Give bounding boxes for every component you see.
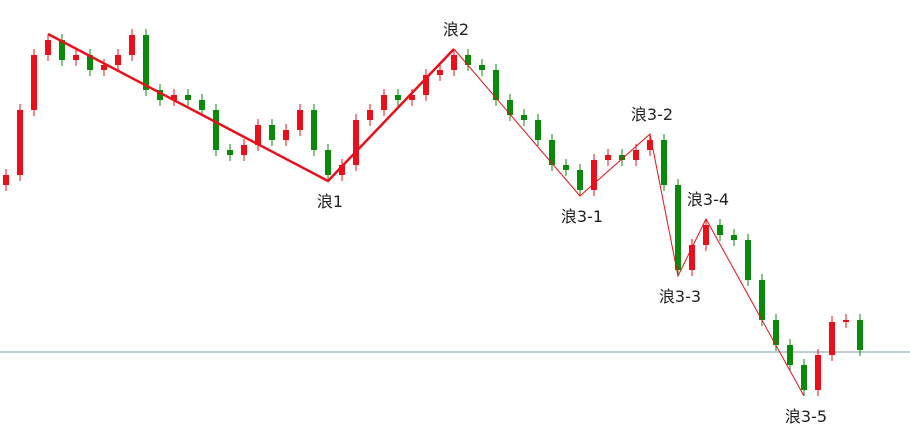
candle-body: [745, 240, 751, 280]
wave-label: 浪3-1: [561, 207, 603, 226]
candle-body: [129, 35, 135, 55]
candle-body: [549, 140, 555, 165]
candle-body: [395, 95, 401, 100]
candle-body: [507, 100, 513, 115]
candle-body: [199, 100, 205, 110]
candle-body: [17, 110, 23, 175]
candle-body: [73, 55, 79, 60]
wave-label: 浪3-4: [687, 190, 729, 209]
candle-body: [339, 165, 345, 175]
candle-body: [521, 115, 527, 120]
candle-body: [437, 70, 443, 75]
candle-body: [59, 40, 65, 60]
candle-body: [255, 125, 261, 145]
candle-body: [703, 225, 709, 245]
candle-body: [227, 150, 233, 155]
wave-label: 浪2: [443, 20, 469, 39]
candle-body: [143, 35, 149, 90]
candle-body: [647, 140, 653, 150]
wave-line: [47, 32, 455, 183]
candle-body: [787, 345, 793, 365]
wave-label: 浪3-5: [785, 407, 827, 426]
wave-label: 浪3-3: [659, 287, 701, 306]
candle-body: [381, 95, 387, 110]
candle-body: [675, 185, 681, 270]
candle-body: [185, 95, 191, 100]
candle-body: [605, 155, 611, 160]
candle-body: [801, 365, 807, 390]
candle-body: [661, 140, 667, 185]
candle-body: [773, 320, 779, 345]
candle-body: [857, 320, 863, 350]
candle-body: [717, 225, 723, 235]
candle-body: [213, 110, 219, 150]
candle-body: [619, 155, 625, 160]
candle-body: [633, 150, 639, 160]
candle-body: [451, 55, 457, 70]
candle-body: [269, 125, 275, 140]
candle-body: [87, 55, 93, 70]
wave-line: [453, 48, 805, 397]
candle-body: [325, 150, 331, 175]
wave-label: 浪3-2: [631, 105, 673, 124]
candle-body: [479, 65, 485, 70]
candle-body: [115, 55, 121, 65]
candle-body: [843, 320, 849, 322]
candle-body: [101, 65, 107, 70]
wave-label: 浪1: [317, 192, 343, 211]
candle-body: [311, 110, 317, 150]
candle-body: [283, 130, 289, 140]
candle-body: [829, 322, 835, 355]
candle-body: [759, 280, 765, 320]
candle-body: [45, 40, 51, 55]
candle-body: [591, 160, 597, 190]
candle-body: [353, 120, 359, 165]
candle-body: [157, 90, 163, 100]
candle-body: [563, 165, 569, 170]
candle-body: [3, 175, 9, 185]
candle-body: [465, 55, 471, 65]
candle-body: [31, 55, 37, 110]
candle-body: [241, 145, 247, 155]
candle-body: [297, 110, 303, 130]
candle-body: [493, 70, 499, 100]
candle-body: [577, 170, 583, 190]
candle-body: [409, 95, 415, 100]
candle-body: [367, 110, 373, 120]
candle-body: [423, 75, 429, 95]
candle-body: [535, 120, 541, 140]
candle-body: [171, 95, 177, 100]
candle-body: [815, 355, 821, 390]
candle-body: [689, 245, 695, 270]
candle-body: [731, 235, 737, 240]
